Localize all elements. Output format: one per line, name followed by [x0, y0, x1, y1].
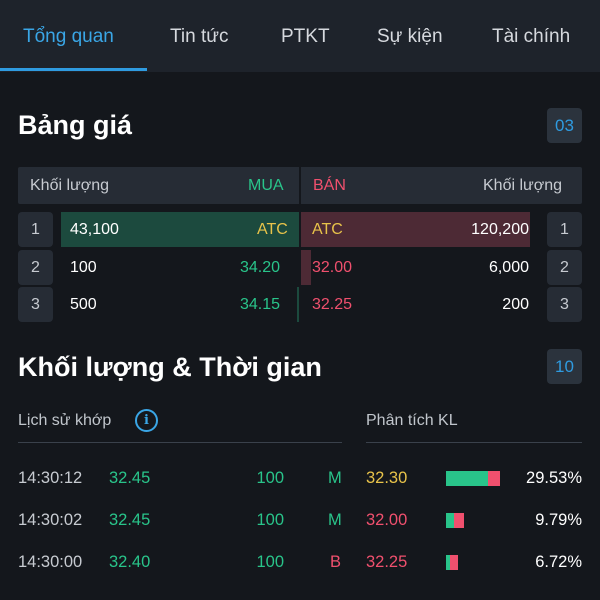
price-board-depth-button[interactable]: 03 — [547, 108, 582, 143]
kl-percent: 29.53% — [526, 469, 582, 487]
sell-header: BÁN — [313, 177, 346, 194]
buy-header: MUA — [248, 177, 284, 194]
row-index-left: 2 — [18, 250, 53, 285]
tab-news[interactable]: Tin tức — [170, 26, 229, 47]
trade-row: 14:30:02 32.45 100 M 32.00 9.79% — [0, 511, 600, 541]
trade-time: 14:30:02 — [18, 511, 83, 529]
kl-price: 32.25 — [366, 553, 408, 571]
buy-volume-cell: 43,100 — [70, 221, 119, 238]
buy-price-cell: 34.15 — [240, 296, 281, 313]
kl-buy-bar — [446, 471, 488, 486]
trade-price: 32.40 — [109, 553, 151, 571]
price-board-title: Bảng giá — [18, 110, 133, 140]
trade-price: 32.45 — [109, 511, 151, 529]
sell-volume-bar — [301, 250, 311, 285]
trade-row: 14:30:00 32.40 100 B 32.25 6.72% — [0, 553, 600, 583]
kl-price: 32.30 — [366, 469, 408, 487]
analysis-divider — [366, 442, 582, 443]
row-index-right: 2 — [547, 250, 582, 285]
sell-price-cell: 32.25 — [312, 296, 353, 313]
trade-volume: 100 — [256, 511, 284, 529]
header-divider — [299, 167, 301, 204]
tab-events[interactable]: Sự kiện — [377, 26, 443, 47]
kl-buy-bar — [446, 513, 454, 528]
tab-technical-analysis[interactable]: PTKT — [281, 26, 330, 47]
sell-volume-cell: 6,000 — [488, 259, 529, 276]
row-index-right: 1 — [547, 212, 582, 247]
trade-side: B — [330, 553, 342, 571]
volume-analysis-label: Phân tích KL — [366, 412, 458, 429]
trade-side: M — [328, 511, 342, 529]
sell-volume-header: Khối lượng — [483, 177, 563, 194]
volume-time-count-button[interactable]: 10 — [547, 349, 582, 384]
row-index-left: 3 — [18, 287, 53, 322]
trade-side: M — [328, 469, 342, 487]
kl-price: 32.00 — [366, 511, 408, 529]
buy-volume-bar — [297, 287, 299, 322]
buy-price-cell: 34.20 — [240, 259, 281, 276]
kl-sell-bar — [450, 555, 458, 570]
row-index-left: 1 — [18, 212, 53, 247]
buy-price-cell: ATC — [257, 221, 288, 238]
active-tab-indicator — [0, 68, 147, 71]
info-icon[interactable]: i — [135, 409, 158, 432]
sell-price-cell: 32.00 — [312, 259, 353, 276]
sell-volume-cell: 120,200 — [471, 221, 529, 238]
volume-time-title: Khối lượng & Thời gian — [18, 352, 322, 382]
row-index-right: 3 — [547, 287, 582, 322]
trade-price: 32.45 — [109, 469, 151, 487]
kl-percent: 9.79% — [535, 511, 582, 529]
trade-volume: 100 — [256, 553, 284, 571]
order-book-header: Khối lượng MUA BÁN Khối lượng — [18, 167, 582, 204]
sell-volume-cell: 200 — [502, 296, 529, 313]
kl-percent: 6.72% — [535, 553, 582, 571]
sell-volume-bar — [301, 212, 530, 247]
buy-volume-header: Khối lượng — [30, 177, 110, 194]
kl-sell-bar — [488, 471, 500, 486]
history-divider — [18, 442, 342, 443]
buy-volume-cell: 100 — [70, 259, 97, 276]
sell-price-cell: ATC — [312, 221, 343, 238]
buy-volume-bar — [61, 212, 299, 247]
tab-overview[interactable]: Tổng quan — [23, 26, 114, 47]
trade-row: 14:30:12 32.45 100 M 32.30 29.53% — [0, 469, 600, 499]
trade-volume: 100 — [256, 469, 284, 487]
kl-buy-bar — [446, 555, 450, 570]
tab-financials[interactable]: Tài chính — [492, 26, 571, 47]
order-book-row: 1 43,100 ATC ATC 120,200 1 — [0, 212, 600, 248]
order-book-row: 3 500 34.15 32.25 200 3 — [0, 287, 600, 323]
match-history-label: Lịch sử khớp — [18, 412, 112, 429]
order-book-row: 2 100 34.20 32.00 6,000 2 — [0, 250, 600, 286]
buy-volume-cell: 500 — [70, 296, 97, 313]
trade-time: 14:30:12 — [18, 469, 83, 487]
kl-sell-bar — [454, 513, 464, 528]
tab-bar: Tổng quan Tin tức PTKT Sự kiện Tài chính — [0, 0, 600, 72]
trade-time: 14:30:00 — [18, 553, 83, 571]
